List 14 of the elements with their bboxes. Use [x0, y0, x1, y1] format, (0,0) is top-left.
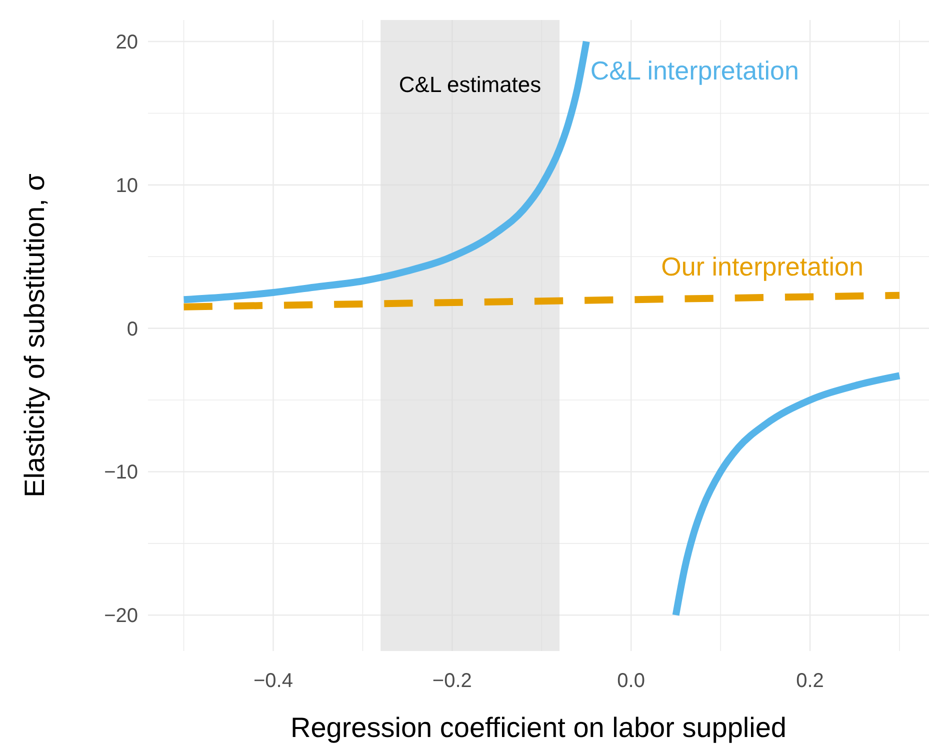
- y-axis-title: Elasticity of substitution, σ: [19, 174, 50, 498]
- x-axis-title: Regression coefficient on labor supplied: [290, 712, 787, 743]
- x-tick-label: −0.4: [254, 670, 293, 692]
- band-label: C&L estimates: [398, 72, 542, 97]
- y-tick-label: −20: [104, 605, 138, 628]
- series-label: Our interpretation: [661, 251, 864, 282]
- y-tick-label: 20: [116, 32, 138, 54]
- series-label: C&L interpretation: [590, 56, 799, 86]
- x-tick-label: 0.0: [617, 670, 645, 692]
- y-tick-label: 10: [116, 174, 138, 197]
- y-tick-label: 0: [126, 318, 138, 340]
- x-tick-label: −0.2: [432, 670, 472, 692]
- y-tick-label: −10: [104, 462, 138, 484]
- x-tick-label: 0.2: [796, 670, 824, 692]
